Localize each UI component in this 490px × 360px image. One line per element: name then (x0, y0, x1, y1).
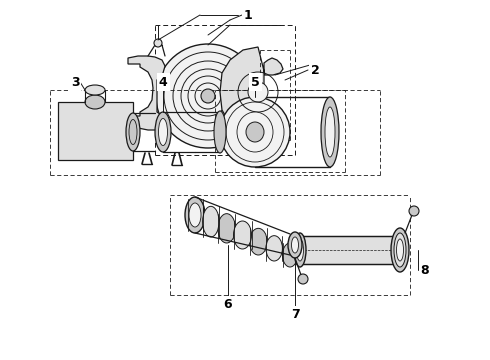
Circle shape (154, 39, 162, 47)
Ellipse shape (202, 206, 219, 237)
Text: 1: 1 (244, 9, 252, 22)
Circle shape (188, 76, 228, 116)
Ellipse shape (266, 236, 282, 261)
Ellipse shape (394, 233, 406, 267)
Ellipse shape (249, 228, 267, 255)
Ellipse shape (246, 122, 264, 142)
Bar (58, 102, 133, 160)
Circle shape (173, 61, 243, 131)
Ellipse shape (155, 112, 171, 152)
Ellipse shape (294, 233, 306, 267)
Polygon shape (220, 47, 283, 134)
Circle shape (156, 44, 260, 148)
Text: 3: 3 (71, 76, 79, 89)
Ellipse shape (158, 118, 168, 145)
Ellipse shape (237, 112, 273, 152)
Circle shape (248, 82, 268, 102)
Ellipse shape (325, 107, 335, 157)
Text: 7: 7 (291, 309, 299, 321)
Ellipse shape (292, 237, 298, 253)
Ellipse shape (85, 85, 105, 95)
Text: 5: 5 (250, 76, 259, 89)
Ellipse shape (126, 113, 140, 151)
Ellipse shape (85, 95, 105, 109)
Ellipse shape (188, 199, 202, 231)
Ellipse shape (220, 97, 290, 167)
Ellipse shape (234, 221, 251, 249)
Ellipse shape (391, 228, 409, 272)
Text: 6: 6 (224, 298, 232, 311)
Ellipse shape (288, 232, 302, 258)
Ellipse shape (214, 111, 226, 153)
Ellipse shape (283, 243, 297, 267)
Ellipse shape (185, 197, 205, 233)
Ellipse shape (396, 239, 403, 261)
Circle shape (298, 274, 308, 284)
Circle shape (201, 89, 215, 103)
Ellipse shape (189, 203, 201, 227)
Circle shape (409, 206, 419, 216)
Ellipse shape (321, 97, 339, 167)
Text: 8: 8 (421, 264, 429, 276)
Text: 2: 2 (311, 63, 319, 77)
Ellipse shape (218, 214, 236, 243)
Bar (300, 236, 400, 264)
Ellipse shape (296, 239, 303, 261)
Text: 4: 4 (159, 76, 168, 89)
Polygon shape (128, 56, 165, 130)
Bar (300, 236, 400, 264)
